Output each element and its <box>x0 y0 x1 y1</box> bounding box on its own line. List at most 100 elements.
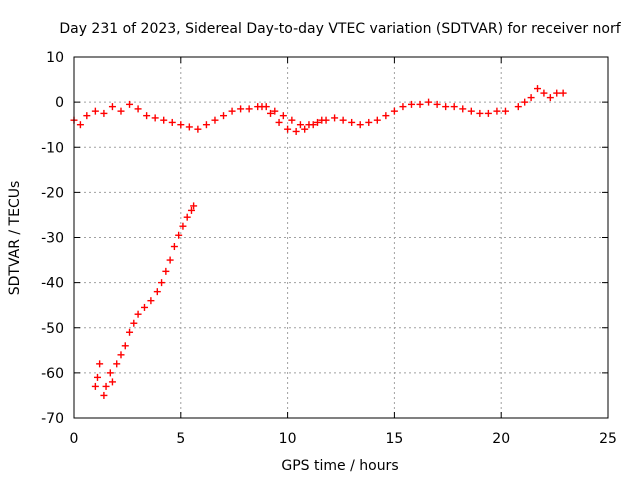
data-point <box>134 105 142 113</box>
data-point <box>96 360 104 368</box>
points-layer <box>70 85 567 399</box>
data-point <box>134 310 142 318</box>
data-point <box>202 121 210 129</box>
y-tick-label: -10 <box>41 140 64 156</box>
data-point <box>267 109 275 117</box>
data-point <box>93 373 101 381</box>
data-point <box>467 107 475 115</box>
data-point <box>211 116 219 124</box>
data-point <box>183 213 191 221</box>
data-point <box>279 112 287 120</box>
data-point <box>187 206 195 214</box>
data-point <box>442 103 450 111</box>
data-point <box>331 114 339 122</box>
data-point <box>425 98 433 106</box>
data-point <box>356 121 364 129</box>
data-point <box>292 127 300 135</box>
data-point <box>76 121 84 129</box>
data-point <box>540 89 548 97</box>
data-point <box>158 279 166 287</box>
y-tick-label: -50 <box>41 321 64 337</box>
data-point <box>117 351 125 359</box>
data-point <box>179 222 187 230</box>
y-tick-label: -30 <box>41 231 64 247</box>
data-point <box>493 107 501 115</box>
data-point <box>166 256 174 264</box>
data-point <box>106 369 114 377</box>
data-point <box>275 118 283 126</box>
data-point <box>521 98 529 106</box>
x-axis-label: GPS time / hours <box>281 458 398 474</box>
data-point <box>309 121 317 129</box>
data-point <box>185 123 193 131</box>
x-tick-label: 10 <box>279 431 297 447</box>
data-point <box>553 89 561 97</box>
x-tick-label: 15 <box>385 431 403 447</box>
y-axis-label: SDTVAR / TECUs <box>7 181 23 296</box>
data-point <box>476 109 484 117</box>
data-point <box>348 118 356 126</box>
data-point <box>130 319 138 327</box>
data-point <box>296 121 304 129</box>
y-tick-label: -70 <box>41 411 64 427</box>
x-tick-label: 20 <box>492 431 510 447</box>
data-point <box>407 100 415 108</box>
data-point <box>162 267 170 275</box>
data-point <box>91 107 99 115</box>
data-point <box>258 103 266 111</box>
data-point <box>83 112 91 120</box>
data-point <box>365 118 373 126</box>
data-point <box>459 105 467 113</box>
y-tick-label: 10 <box>46 50 64 66</box>
chart-title: Day 231 of 2023, Sidereal Day-to-day VTE… <box>59 21 621 37</box>
data-point <box>170 243 178 251</box>
data-point <box>102 382 110 390</box>
data-point <box>271 107 279 115</box>
data-point <box>433 100 441 108</box>
data-point <box>147 297 155 305</box>
data-point <box>160 116 168 124</box>
data-point <box>228 107 236 115</box>
ticks-layer <box>73 56 609 419</box>
data-point <box>168 118 176 126</box>
data-point <box>390 107 398 115</box>
data-point <box>373 116 381 124</box>
data-point <box>113 360 121 368</box>
data-point <box>514 103 522 111</box>
data-point <box>100 109 108 117</box>
data-point <box>100 391 108 399</box>
data-point <box>126 328 134 336</box>
data-point <box>534 85 542 93</box>
data-point <box>237 105 245 113</box>
data-point <box>140 303 148 311</box>
data-point <box>91 382 99 390</box>
data-point <box>143 112 151 120</box>
data-point <box>318 116 326 124</box>
data-point <box>382 112 390 120</box>
x-tick-label: 0 <box>70 431 79 447</box>
data-point <box>527 94 535 102</box>
data-point <box>190 202 198 210</box>
labels-layer: 0 5 10 15 20 25 -70 -60 -50 -40 -30 -20 -10 0 10 <box>41 50 617 447</box>
data-point <box>121 342 129 350</box>
data-point <box>284 125 292 133</box>
data-point <box>153 288 161 296</box>
data-point <box>484 109 492 117</box>
data-point <box>108 378 116 386</box>
data-point <box>546 94 554 102</box>
data-point <box>151 114 159 122</box>
data-point <box>399 103 407 111</box>
data-point <box>314 118 322 126</box>
y-tick-label: -40 <box>41 276 64 292</box>
y-tick-label: 0 <box>55 95 64 111</box>
data-point <box>126 100 134 108</box>
data-point <box>288 116 296 124</box>
y-tick-label: -20 <box>41 185 64 201</box>
data-point <box>301 125 309 133</box>
data-point <box>559 89 567 97</box>
data-point <box>450 103 458 111</box>
data-point <box>416 100 424 108</box>
data-point <box>175 231 183 239</box>
x-tick-label: 5 <box>176 431 185 447</box>
